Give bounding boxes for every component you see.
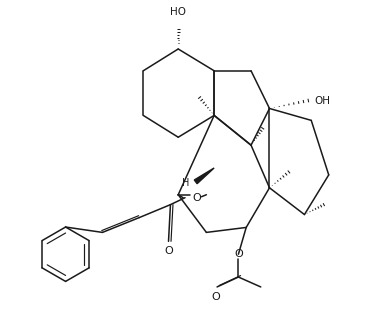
Text: O: O [164, 246, 173, 256]
Text: O: O [211, 292, 220, 301]
Text: O: O [234, 249, 243, 259]
Text: O: O [192, 193, 201, 203]
Text: H: H [181, 178, 189, 188]
Text: OH: OH [314, 95, 330, 106]
Text: HO: HO [170, 8, 186, 17]
Polygon shape [194, 168, 214, 184]
